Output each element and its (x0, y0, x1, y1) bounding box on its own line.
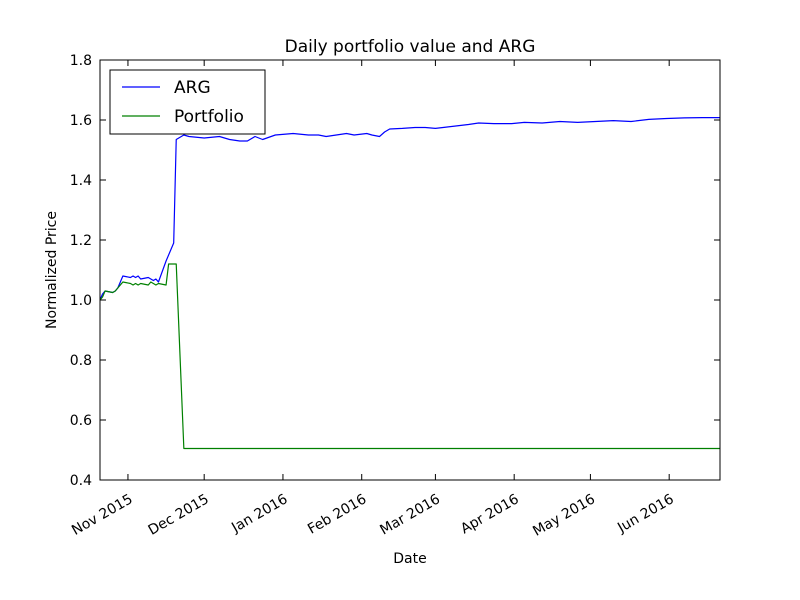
legend-label-portfolio: Portfolio (174, 107, 244, 127)
y-tick-label: 0.4 (70, 473, 92, 489)
plot-frame (99, 59, 721, 481)
y-tick-label: 1.0 (70, 293, 92, 309)
legend: ARG Portfolio (109, 69, 266, 135)
legend-box (109, 69, 266, 135)
y-tick-label: 1.4 (70, 173, 92, 189)
y-tick-label: 0.8 (70, 353, 92, 369)
y-axis: 0.4 0.6 0.8 1.0 1.2 1.4 1.6 1.8 (70, 53, 720, 489)
series-line-arg (99, 116, 720, 301)
series-line-portfolio (99, 263, 720, 450)
y-tick-label: 1.6 (70, 113, 92, 129)
y-tick-label: 1.2 (70, 233, 92, 249)
x-axis-label: Date (393, 551, 426, 567)
chart-title: Daily portfolio value and ARG (285, 37, 536, 57)
y-tick-label: 0.6 (70, 413, 92, 429)
y-axis-label: Normalized Price (44, 211, 60, 329)
legend-label-arg: ARG (174, 78, 211, 98)
series-layer (99, 116, 720, 450)
y-tick-label: 1.8 (70, 53, 92, 69)
